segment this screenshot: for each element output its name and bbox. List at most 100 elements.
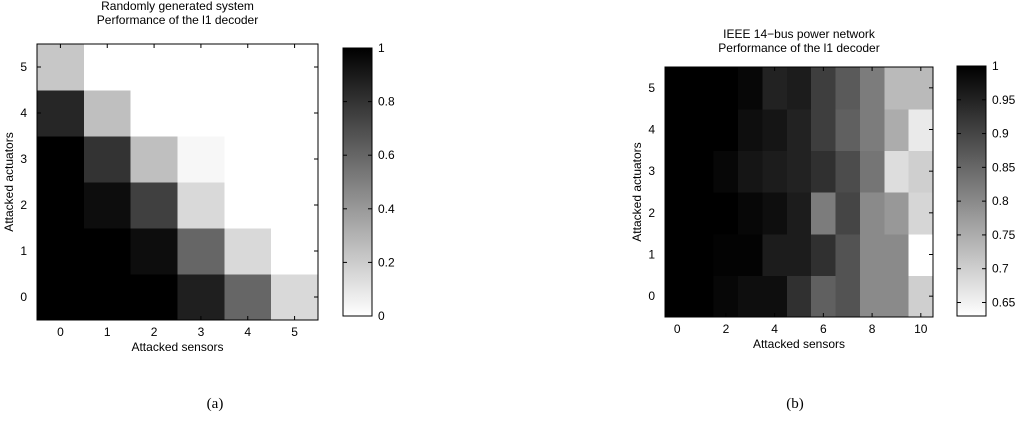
heatmap-cell	[786, 67, 812, 110]
colorbar-tick-label: 0.6	[378, 148, 395, 162]
x-tick-label: 10	[914, 322, 928, 336]
heatmap-cell	[224, 44, 272, 91]
figure-caption: (a)	[207, 396, 224, 412]
y-tick-label: 1	[648, 248, 655, 262]
y-tick-label: 3	[648, 164, 655, 178]
y-tick-label: 2	[648, 206, 655, 220]
x-tick-label: 8	[869, 322, 876, 336]
colorbar-tick-label: 0.7	[992, 262, 1009, 276]
colorbar-tick-label: 1	[378, 41, 385, 55]
x-tick-label: 4	[244, 325, 251, 339]
heatmap-cell	[224, 90, 272, 137]
heatmap-cell	[37, 228, 85, 275]
heatmap-cell	[665, 192, 690, 235]
heatmap-cell	[713, 192, 739, 235]
heatmap-cell	[665, 108, 690, 151]
heatmap-cell	[224, 228, 272, 275]
heatmap-cell	[762, 275, 788, 318]
heatmap-cell	[130, 228, 179, 275]
heatmap-cell	[859, 192, 885, 235]
heatmap-cell	[811, 192, 837, 235]
x-tick-label: 1	[104, 325, 111, 339]
heatmap-cell	[762, 150, 788, 193]
heatmap-cell	[177, 228, 225, 275]
heatmap-cell	[713, 150, 739, 193]
heatmap-cell	[884, 108, 910, 151]
heatmap-cell	[130, 274, 179, 321]
colorbar-bar	[342, 47, 373, 317]
heatmap-cell	[271, 136, 319, 183]
heatmap-cell	[762, 192, 788, 235]
x-tick-label: 4	[771, 322, 778, 336]
colorbar-tick-label: 0.2	[378, 255, 395, 269]
heatmap-cell	[811, 150, 837, 193]
y-tick-label: 0	[20, 290, 27, 304]
heatmap-cell	[130, 136, 179, 183]
heatmap-cell	[738, 233, 764, 276]
colorbar-tick-label: 1	[992, 59, 999, 73]
y-tick-label: 3	[20, 152, 27, 166]
plot-frame	[36, 43, 319, 321]
heatmap-cell	[689, 192, 715, 235]
heatmap-cell	[738, 275, 764, 318]
colorbar: 0 0.2 0.4 0.6 0.8 1	[342, 41, 395, 323]
heatmap-cell	[665, 233, 690, 276]
x-axis-label: Attacked sensors	[131, 340, 223, 354]
heatmap-cell	[665, 275, 690, 318]
heatmap-cell	[786, 150, 812, 193]
heatmap-cell	[859, 67, 885, 110]
colorbar-tick-label: 0.8	[992, 194, 1009, 208]
heatmap-cell	[859, 275, 885, 318]
heatmap-cell	[224, 182, 272, 229]
x-tick-label: 2	[723, 322, 730, 336]
heatmap-cell	[37, 136, 85, 183]
heatmap-cell	[177, 182, 225, 229]
heatmap-cell	[786, 108, 812, 151]
heatmap-cell	[177, 274, 225, 321]
heatmap-cell	[762, 108, 788, 151]
y-axis-label: Attacked actuators	[2, 132, 16, 231]
heatmap-cell	[83, 274, 132, 321]
heatmap-cell	[177, 44, 225, 91]
heatmap-cell	[83, 90, 132, 137]
heatmap-cell	[835, 275, 861, 318]
colorbar-tick-label: 0.85	[992, 160, 1016, 174]
x-axis-label: Attacked sensors	[753, 337, 845, 351]
heatmap-cell	[835, 67, 861, 110]
y-tick-label: 0	[648, 289, 655, 303]
heatmap-cell	[665, 150, 690, 193]
colorbar-tick-label: 0	[378, 309, 385, 323]
x-tick-label: 3	[198, 325, 205, 339]
chart-title-line: IEEE 14−bus power network	[723, 27, 876, 41]
heatmap-cell	[786, 233, 812, 276]
heatmap-cell	[859, 150, 885, 193]
heatmap-cell	[689, 67, 715, 110]
heatmap-cell	[271, 90, 319, 137]
heatmap-cell	[713, 275, 739, 318]
heatmap-cell	[689, 108, 715, 151]
heatmap-cell	[271, 228, 319, 275]
y-tick-label: 4	[20, 106, 27, 120]
heatmap-cells	[37, 44, 319, 321]
chart-title-line: Performance of the l1 decoder	[97, 13, 258, 27]
y-tick-label: 4	[648, 123, 655, 137]
colorbar: 0.65 0.7 0.75 0.8 0.85 0.9 0.95 1	[956, 59, 1016, 317]
heatmap-cell	[83, 136, 132, 183]
heatmap-cell	[835, 192, 861, 235]
x-tick-label: 2	[151, 325, 158, 339]
heatmap-cell	[786, 192, 812, 235]
x-tick-label: 5	[291, 325, 298, 339]
chart-title-line: Performance of the l1 decoder	[718, 41, 879, 55]
heatmap-cell	[37, 90, 85, 137]
y-tick-label: 1	[20, 244, 27, 258]
heatmap-cell	[738, 108, 764, 151]
heatmap-cell	[884, 67, 910, 110]
heatmap-cell	[859, 233, 885, 276]
heatmap-cell	[738, 192, 764, 235]
heatmap-cell	[738, 150, 764, 193]
heatmap-cell	[83, 182, 132, 229]
heatmap-cell	[130, 182, 179, 229]
